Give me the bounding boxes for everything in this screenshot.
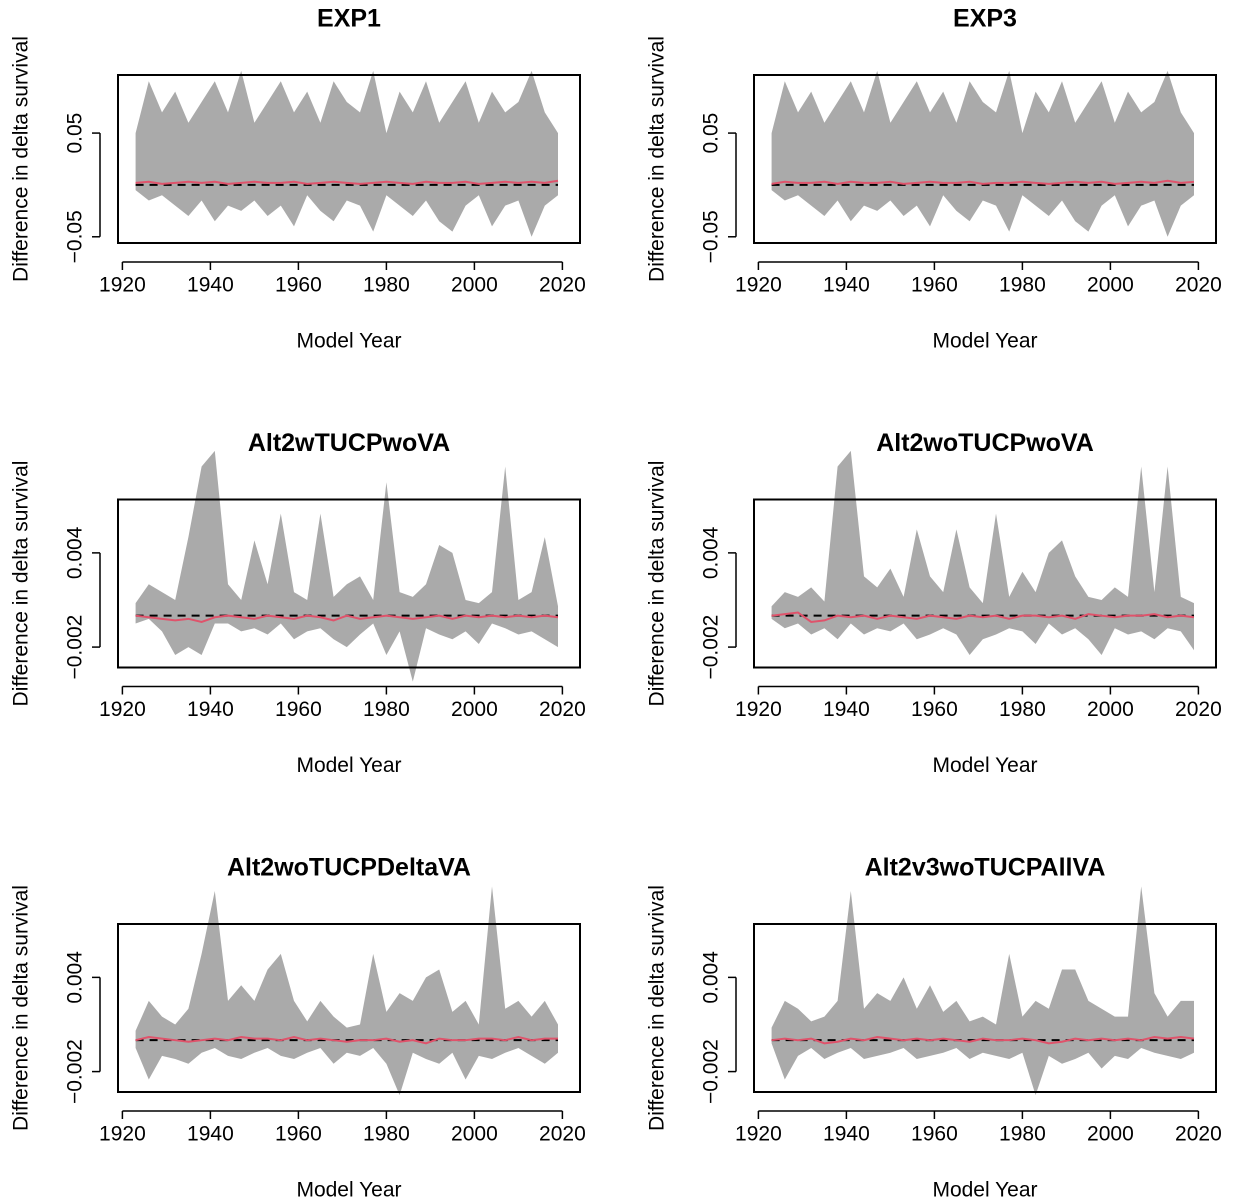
plot-frame [753,923,1217,1093]
confidence-band [135,450,558,682]
median-line [135,614,559,624]
y-tick-label: 0.05 [700,113,723,154]
panel: 1920 1940 1960 1980 2000 2020 −0.002 0.004 Alt2v… [646,854,1222,1202]
y-tick-label: −0.05 [64,210,87,263]
x-tick-label: 1980 [363,698,410,721]
x-tick-label: 2000 [1087,274,1134,297]
median-line [771,611,1195,624]
y-tick-label: −0.002 [64,1039,87,1104]
x-tick-label: 1960 [911,274,958,297]
panel: 1920 1940 1960 1980 2000 2020 −0.002 0.004 Alt2w… [10,429,586,777]
x-tick-label: 1980 [999,698,1046,721]
y-axis-label: Difference in delta survival [646,461,669,707]
panel-title: Alt2v3woTUCPAllVA [865,854,1106,882]
x-tick-label: 1920 [735,698,782,721]
x-axis-label: Model Year [296,1179,401,1202]
y-axis-label: Difference in delta survival [10,461,33,707]
confidence-band [771,886,1194,1096]
y-tick-label: 0.05 [64,113,87,154]
x-tick-label: 2020 [539,1123,586,1146]
y-axis-label: Difference in delta survival [10,36,33,282]
y-tick-label: 0.004 [700,951,723,1004]
x-tick-label: 2000 [451,698,498,721]
y-tick-label: 0.004 [64,526,87,579]
plot-frame [117,923,581,1093]
x-tick-label: 2020 [539,698,586,721]
panel-title: Alt2wTUCPwoVA [248,429,450,457]
plot-frame [117,74,581,244]
x-tick-label: 1980 [999,1123,1046,1146]
panel-title: Alt2woTUCPwoVA [876,429,1094,457]
x-tick-label: 1940 [187,274,234,297]
x-tick-label: 1940 [823,274,870,297]
median-line [771,179,1195,185]
plot-frame [753,498,1217,669]
x-tick-label: 2000 [451,1123,498,1146]
y-tick-label: −0.05 [700,210,723,263]
confidence-band [135,886,558,1096]
x-tick-label: 1980 [363,274,410,297]
panel: 1920 1940 1960 1980 2000 2020 −0.002 0.004 Alt2w… [646,429,1222,777]
confidence-band [771,450,1194,655]
median-line [771,1036,1195,1045]
confidence-band [771,70,1194,237]
panel: 1920 1940 1960 1980 2000 2020 −0.002 0.004 Alt2w… [10,854,586,1202]
x-tick-label: 1920 [99,1123,146,1146]
panel-title: EXP1 [317,5,381,33]
x-tick-label: 1920 [99,698,146,721]
y-axis-label: Difference in delta survival [10,885,33,1131]
x-tick-label: 1920 [735,274,782,297]
x-tick-label: 1940 [187,698,234,721]
x-tick-label: 1980 [363,1123,410,1146]
y-tick-label: −0.002 [700,615,723,680]
x-tick-label: 1940 [823,1123,870,1146]
x-tick-label: 1940 [823,698,870,721]
plot-frame [753,74,1217,244]
y-tick-label: −0.002 [64,615,87,680]
x-axis-label: Model Year [932,1179,1037,1202]
x-axis-label: Model Year [932,754,1037,777]
x-tick-label: 2000 [1087,1123,1134,1146]
plot-frame [117,498,581,669]
y-tick-label: −0.002 [700,1039,723,1104]
panel: 1920 1940 1960 1980 2000 2020 −0.05 0.05 EXP3 Mod… [646,5,1222,353]
x-tick-label: 1920 [99,274,146,297]
median-line [135,179,559,185]
x-tick-label: 2020 [539,274,586,297]
x-tick-label: 2000 [1087,698,1134,721]
panel-title: Alt2woTUCPDeltaVA [227,854,471,882]
x-tick-label: 1960 [275,1123,322,1146]
x-tick-label: 1960 [911,1123,958,1146]
x-tick-label: 1980 [999,274,1046,297]
x-tick-label: 1960 [911,698,958,721]
x-axis-label: Model Year [932,330,1037,353]
y-axis-label: Difference in delta survival [646,885,669,1131]
confidence-band [135,70,558,237]
y-axis-label: Difference in delta survival [646,36,669,282]
panel: 1920 1940 1960 1980 2000 2020 −0.05 0.05 EXP1 Mod… [10,5,586,353]
x-axis-label: Model Year [296,330,401,353]
x-tick-label: 1960 [275,698,322,721]
x-tick-label: 1960 [275,274,322,297]
median-line [135,1036,558,1045]
x-axis-label: Model Year [296,754,401,777]
x-tick-label: 2020 [1175,274,1222,297]
x-tick-label: 1920 [735,1123,782,1146]
y-tick-label: 0.004 [64,951,87,1004]
x-tick-label: 2020 [1175,1123,1222,1146]
panel-title: EXP3 [953,5,1017,33]
y-tick-label: 0.004 [700,526,723,579]
x-tick-label: 2020 [1175,698,1222,721]
x-tick-label: 1940 [187,1123,234,1146]
x-tick-label: 2000 [451,274,498,297]
